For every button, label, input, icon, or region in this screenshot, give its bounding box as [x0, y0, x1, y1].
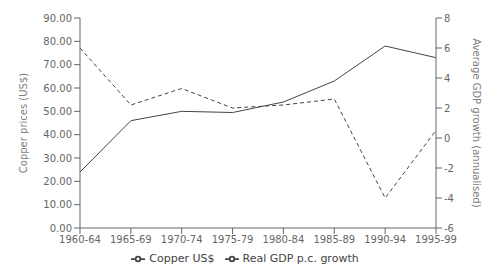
svg-text:1980-84: 1980-84: [263, 234, 305, 245]
svg-text:0.00: 0.00: [50, 223, 72, 234]
svg-text:1970-74: 1970-74: [161, 234, 203, 245]
svg-text:-6: -6: [444, 223, 454, 234]
svg-text:-2: -2: [444, 163, 454, 174]
svg-text:60.00: 60.00: [43, 83, 72, 94]
html-text:Real GDP p.c. growth: Real GDP p.c. growth: [242, 252, 359, 265]
svg-text:1965-69: 1965-69: [110, 234, 152, 245]
svg-text:80.00: 80.00: [43, 36, 72, 47]
svg-text:8: 8: [444, 13, 450, 24]
svg-text:1985-89: 1985-89: [313, 234, 355, 245]
svg-text:Average GDP growth (annualised: Average GDP growth (annualised): [471, 38, 482, 207]
svg-text:30.00: 30.00: [43, 153, 72, 164]
svg-text:10.00: 10.00: [43, 199, 72, 210]
svg-text:2: 2: [444, 103, 450, 114]
svg-text:90.00: 90.00: [43, 13, 72, 24]
svg-text:50.00: 50.00: [43, 106, 72, 117]
svg-text:1990-94: 1990-94: [364, 234, 406, 245]
svg-text:1975-79: 1975-79: [212, 234, 254, 245]
svg-text:4: 4: [444, 73, 450, 84]
svg-text:0: 0: [444, 133, 450, 144]
svg-text:40.00: 40.00: [43, 129, 72, 140]
svg-text:70.00: 70.00: [43, 59, 72, 70]
svg-text:Copper prices (US$): Copper prices (US$): [18, 73, 29, 173]
svg-text:20.00: 20.00: [43, 176, 72, 187]
svg-text:-4: -4: [444, 193, 454, 204]
html-text:Copper US$: Copper US$: [149, 252, 215, 265]
svg-text:1960-64: 1960-64: [59, 234, 101, 245]
svg-text:1995-99: 1995-99: [415, 234, 457, 245]
svg-text:6: 6: [444, 43, 450, 54]
